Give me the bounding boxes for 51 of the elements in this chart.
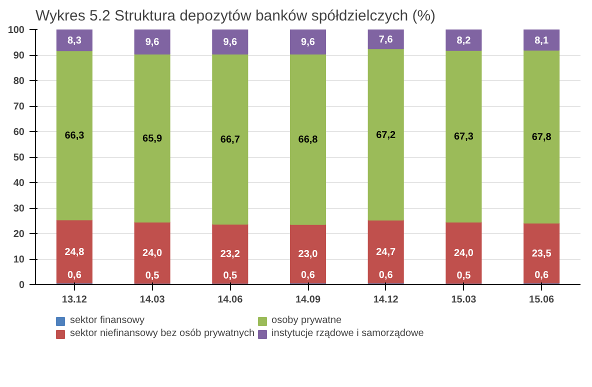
- x-tick-label: 15.06: [529, 294, 555, 306]
- x-tick-label: 14.12: [373, 294, 399, 306]
- data-label: 24,0: [454, 248, 474, 260]
- data-label: 66,8: [298, 134, 318, 146]
- data-label: 23,0: [298, 249, 318, 260]
- x-tick-label: 14.06: [218, 294, 244, 306]
- data-label: 23,5: [532, 248, 552, 260]
- data-label: 9,6: [301, 37, 316, 48]
- data-label: 23,2: [220, 249, 240, 260]
- data-label: 66,7: [220, 134, 240, 146]
- chart-title: Wykres 5.2 Struktura depozytów banków spółdzielczych (%): [36, 8, 436, 24]
- data-label: 9,6: [223, 37, 238, 48]
- y-tick-label: 80: [13, 76, 25, 87]
- y-tick-label: 60: [13, 127, 25, 138]
- data-label: 24,0: [142, 248, 162, 260]
- data-label: 65,9: [142, 134, 162, 145]
- data-label: 67,2: [376, 130, 396, 141]
- data-label: 9,6: [145, 37, 160, 48]
- data-label: 0,5: [223, 270, 238, 282]
- data-label: 67,3: [454, 132, 474, 143]
- data-label: 8,1: [534, 35, 549, 46]
- data-label: 67,8: [532, 132, 552, 144]
- y-tick-label: 90: [13, 50, 25, 62]
- data-label: 0,6: [378, 270, 394, 282]
- data-label: 24,8: [64, 246, 85, 258]
- legend-label: sektor niefinansowy bez osób prywatnych: [70, 328, 255, 339]
- x-tick-label: 14.09: [295, 294, 321, 306]
- y-tick-label: 40: [13, 178, 25, 189]
- y-tick-label: 70: [13, 102, 25, 112]
- y-tick-label: 0: [18, 280, 25, 291]
- legend-label: instytucje rządowe i samorządowe: [272, 328, 424, 339]
- x-tick-label: 13.12: [62, 294, 88, 306]
- data-label: 0,5: [145, 270, 160, 282]
- legend-label: osoby prywatne: [272, 315, 342, 326]
- y-tick-label: 100: [8, 25, 25, 36]
- data-label: 8,2: [456, 35, 472, 46]
- y-tick-label: 50: [13, 152, 25, 164]
- x-tick-label: 14.03: [140, 294, 166, 306]
- data-label: 8,3: [67, 36, 82, 47]
- y-tick-label: 30: [13, 204, 25, 214]
- data-label: 0,5: [456, 270, 472, 282]
- data-label: 0,6: [301, 270, 316, 282]
- data-label: 24,7: [376, 246, 396, 258]
- data-label: 7,6: [378, 34, 394, 46]
- data-label: 0,6: [534, 270, 549, 282]
- y-tick-label: 20: [13, 229, 25, 240]
- data-label: 0,6: [67, 270, 82, 282]
- legend-label: sektor finansowy: [70, 315, 144, 326]
- x-tick-label: 15.03: [451, 294, 477, 306]
- y-tick-label: 10: [13, 254, 25, 266]
- data-label: 66,3: [64, 130, 85, 142]
